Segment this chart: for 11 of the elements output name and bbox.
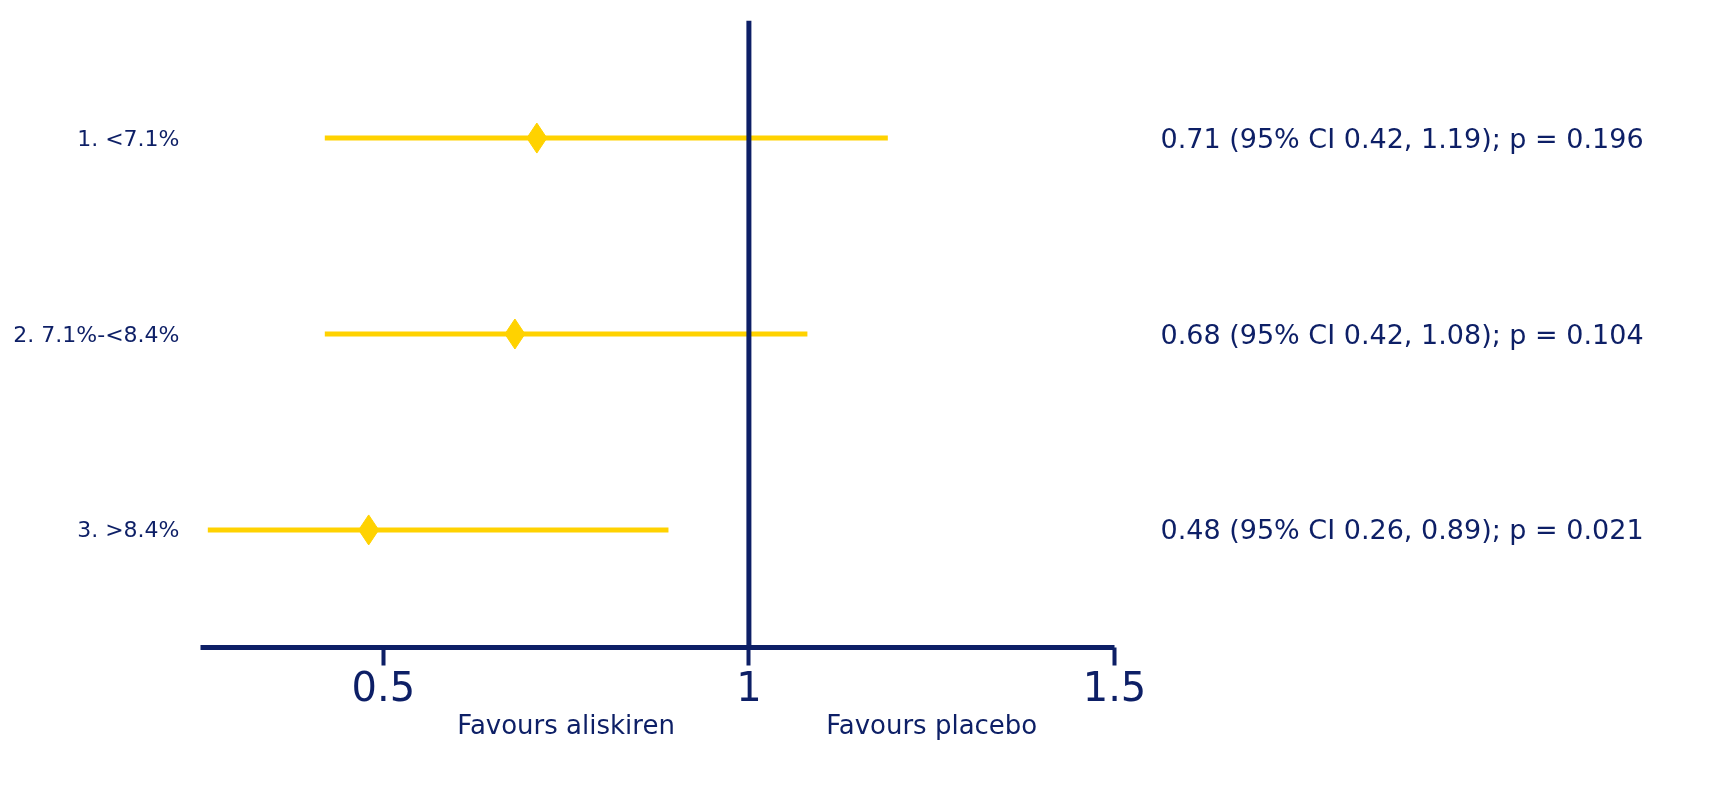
text: Favours placebo <box>826 709 1038 740</box>
data-label: 0.68 (95% CI 0.42, 1.08); p = 0.104 <box>1160 318 1644 350</box>
y-tick-label: 3. >8.4% <box>77 517 180 543</box>
x-tick-label: 1 <box>736 663 762 710</box>
x-tick-label: 0.5 <box>351 663 416 710</box>
text: Favours aliskiren <box>457 709 675 740</box>
data-label: 0.48 (95% CI 0.26, 0.89); p = 0.021 <box>1160 514 1644 546</box>
x-tick-label: 1.5 <box>1082 663 1147 710</box>
data-label: 0.71 (95% CI 0.42, 1.19); p = 0.196 <box>1160 122 1644 154</box>
y-tick-label: 2. 7.1%-<8.4% <box>13 321 180 347</box>
y-tick-label: 1. <7.1% <box>77 125 180 151</box>
